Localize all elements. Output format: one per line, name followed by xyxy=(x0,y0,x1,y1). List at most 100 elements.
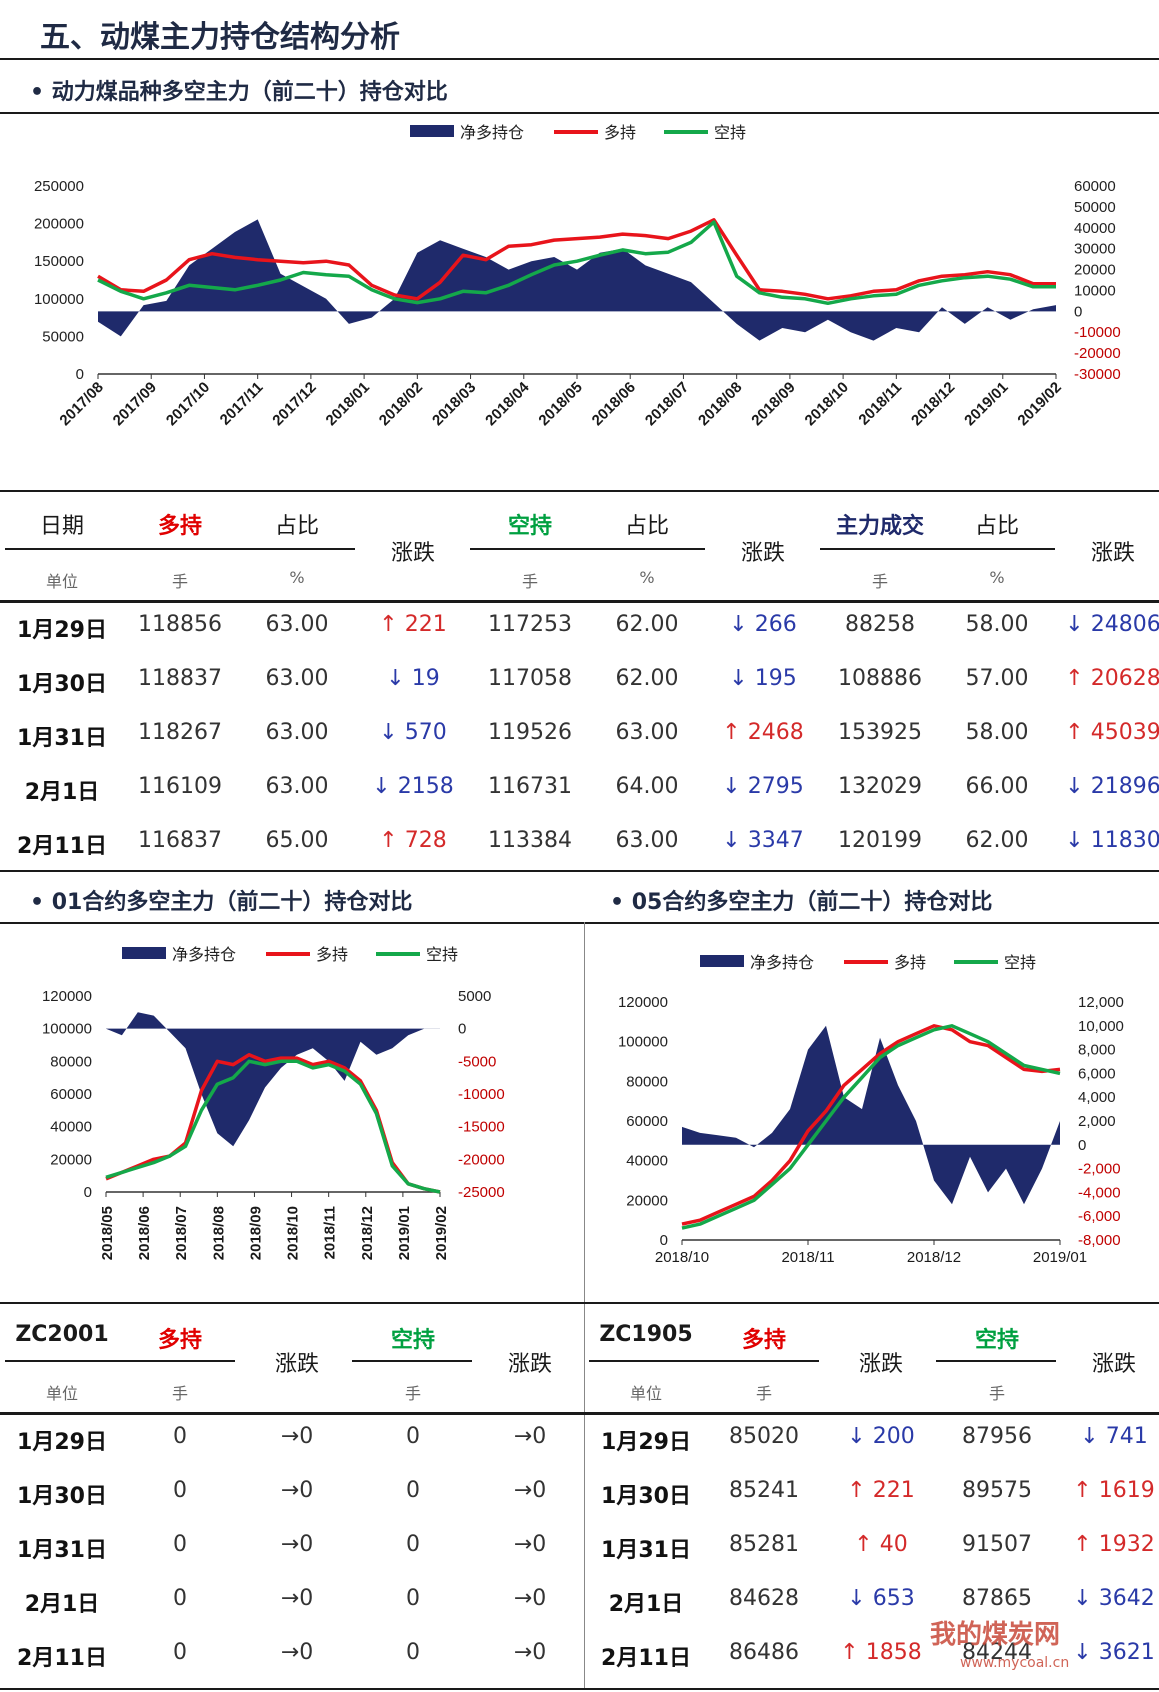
row-volume-change: ↓ 21896 xyxy=(1065,774,1159,799)
row-short-ratio: 63.00 xyxy=(615,828,679,853)
y-right-tick: 0 xyxy=(1074,303,1082,320)
watermark-logo: 我的煤炭网 xyxy=(930,1620,1061,1650)
row-short-change: ↓ 2795 xyxy=(722,774,804,799)
unit-pct: % xyxy=(289,568,305,587)
row-short: 87865 xyxy=(962,1586,1032,1611)
unit-hand: 手 xyxy=(404,1384,422,1403)
col-short: 空持 xyxy=(974,1328,1020,1353)
main-position-chart: 净多持仓 多持 空持25000020000015000010000050000060… xyxy=(34,124,1121,429)
legend-entry: 净多持仓 xyxy=(172,946,236,964)
unit-label: 单位 xyxy=(45,572,79,591)
row-date: 1月30日 xyxy=(601,1484,691,1509)
row-long-change: ↓ 200 xyxy=(847,1424,915,1449)
row-volume-ratio: 66.00 xyxy=(965,774,1029,799)
y-right-tick: 10,000 xyxy=(1078,1018,1124,1035)
row-long-change: ↑ 40 xyxy=(854,1532,908,1557)
series-line-long xyxy=(681,1024,1061,1226)
y-left-tick: 80000 xyxy=(626,1073,668,1090)
row-short: 113384 xyxy=(488,828,572,853)
row-short: 87956 xyxy=(962,1424,1032,1449)
row-short: 116731 xyxy=(488,774,572,799)
y-right-tick: 8,000 xyxy=(1078,1042,1116,1059)
x-tick-label: 2018/07 xyxy=(642,379,692,429)
row-volume-change: ↑ 45039 xyxy=(1065,720,1159,745)
row-date: 2月11日 xyxy=(601,1646,691,1671)
x-tick-label: 2017/10 xyxy=(163,379,213,429)
x-tick-label: 2018/07 xyxy=(173,1206,190,1260)
main-position-table: 日期 多持 占比 涨跌 空持 占比 涨跌 主力成交 占比 涨跌 单位 手 % 手… xyxy=(0,490,1159,872)
x-tick-label: 2018/12 xyxy=(907,1249,961,1266)
y-right-tick: 20000 xyxy=(1074,262,1116,279)
row-long-ratio: 63.00 xyxy=(265,774,329,799)
x-tick-label: 2018/06 xyxy=(589,379,639,429)
row-volume: 153925 xyxy=(838,720,922,745)
x-tick-label: 2018/08 xyxy=(210,1206,227,1260)
y-left-tick: 20000 xyxy=(626,1192,668,1209)
contract-05-chart: 净多持仓 多持 空持 120000 100000 80000 60000 40000 20000… xyxy=(618,954,1124,1266)
row-short-change: ↑ 1619 xyxy=(1073,1478,1155,1503)
series-line-short xyxy=(105,1059,441,1194)
section-heading-01: • 01合约多空主力（前二十）持仓对比 xyxy=(30,890,413,915)
row-long-change: →0 xyxy=(280,1478,314,1503)
row-long: 85281 xyxy=(729,1532,799,1557)
row-volume-change: ↓ 24806 xyxy=(1065,612,1159,637)
row-short: 119526 xyxy=(488,720,572,745)
y-left-tick: 250000 xyxy=(34,178,84,195)
zc1905-table: ZC1905 多持 涨跌 空持 涨跌 单位 手 手 1月29日 85020 ↓ 200 87956 ↓ … xyxy=(584,1302,1159,1692)
row-long: 84628 xyxy=(729,1586,799,1611)
row-long: 118856 xyxy=(138,612,222,637)
row-short-change: ↓ 195 xyxy=(729,666,797,691)
legend-entry: 净多持仓 xyxy=(460,124,524,142)
table-code: ZC2001 xyxy=(15,1322,109,1347)
x-tick-label: 2018/05 xyxy=(535,379,585,429)
x-tick-label: 2018/12 xyxy=(359,1206,376,1260)
row-date: 1月31日 xyxy=(17,1538,107,1563)
row-long: 0 xyxy=(173,1640,187,1665)
row-long-change: ↓ 19 xyxy=(386,666,440,691)
x-tick-label: 2018/03 xyxy=(429,379,479,429)
row-date: 1月31日 xyxy=(601,1538,691,1563)
legend-swatch-net xyxy=(700,955,744,967)
row-date: 2月1日 xyxy=(608,1592,684,1617)
row-short-change: ↓ 741 xyxy=(1080,1424,1148,1449)
x-tick-label: 2019/01 xyxy=(1033,1249,1087,1266)
x-tick-label: 2018/09 xyxy=(748,379,798,429)
legend-entry: 空持 xyxy=(1004,954,1036,972)
y-right-tick: -20000 xyxy=(1074,345,1121,362)
row-long-change: ↑ 221 xyxy=(847,1478,915,1503)
col-volume-ratio: 占比 xyxy=(974,514,1020,539)
legend-entry: 多持 xyxy=(894,954,926,972)
y-left-tick: 20000 xyxy=(50,1151,92,1168)
row-short-change: ↓ 266 xyxy=(729,612,797,637)
row-short-ratio: 62.00 xyxy=(615,612,679,637)
legend-entry: 空持 xyxy=(714,124,746,142)
x-tick-label: 2017/12 xyxy=(269,379,319,429)
row-date: 1月29日 xyxy=(17,618,107,643)
row-short-ratio: 63.00 xyxy=(615,720,679,745)
section-heading-main: • 动力煤品种多空主力（前二十）持仓对比 xyxy=(30,80,448,105)
row-short-change: ↑ 1932 xyxy=(1073,1532,1155,1557)
row-long-ratio: 63.00 xyxy=(265,612,329,637)
row-date: 1月29日 xyxy=(17,1430,107,1455)
subtitle-divider xyxy=(0,112,1159,114)
x-tick-label: 2017/11 xyxy=(217,379,267,429)
y-right-tick: 40000 xyxy=(1074,220,1116,237)
x-tick-label: 2018/10 xyxy=(802,379,852,429)
y-left-tick: 150000 xyxy=(34,253,84,270)
row-date: 2月1日 xyxy=(24,780,100,805)
contract-01-chart: 净多持仓 多持 空持 120000 100000 80000 60000 40000 20000… xyxy=(42,946,505,1260)
legend-entry: 净多持仓 xyxy=(750,954,814,972)
y-right-tick: 30000 xyxy=(1074,241,1116,258)
y-right-tick: -10000 xyxy=(1074,324,1121,341)
row-long: 85020 xyxy=(729,1424,799,1449)
series-area-net-position xyxy=(98,219,1056,341)
col-short-ratio: 占比 xyxy=(624,514,670,539)
col-volume: 主力成交 xyxy=(835,514,925,539)
legend-swatch-net xyxy=(410,125,454,137)
unit-pct: % xyxy=(989,568,1005,587)
page-title: 五、动煤主力持仓结构分析 xyxy=(40,20,400,55)
col-long-ratio: 占比 xyxy=(274,514,320,539)
series-area-net-position xyxy=(682,1025,1060,1205)
table-code: ZC1905 xyxy=(599,1322,693,1347)
row-short: 84244 xyxy=(962,1640,1032,1665)
